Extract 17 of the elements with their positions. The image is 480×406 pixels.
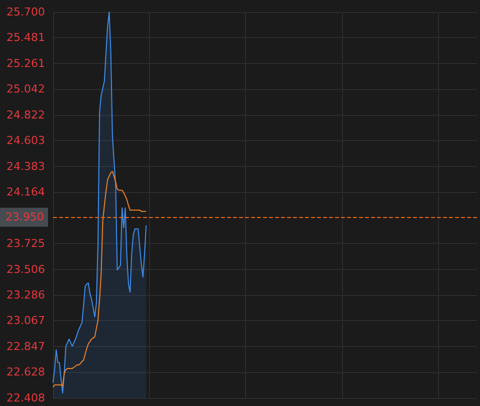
y-tick-label: 22.408	[6, 392, 45, 404]
y-tick-label: 23.286	[6, 288, 45, 302]
y-tick-label: 24.383	[6, 160, 45, 173]
y-tick-label: 23.725	[6, 237, 45, 250]
y-tick-label: 23.067	[6, 314, 45, 328]
y-tick-label: 22.847	[6, 340, 45, 354]
y-tick-label: 24.164	[6, 186, 45, 199]
y-tick-label: 25.042	[6, 82, 45, 96]
y-tick-label: 23.506	[6, 262, 45, 276]
y-tick-label: 25.700	[6, 6, 45, 18]
y-tick-label: 22.628	[6, 366, 45, 379]
y-tick-label: 25.481	[6, 31, 45, 44]
y-tick-label: 24.603	[6, 134, 45, 148]
y-tick-label: 25.261	[6, 56, 45, 70]
y-tick-label: 24.822	[6, 108, 45, 122]
line-series	[52, 170, 147, 388]
ref-line-label: 23.950	[6, 210, 44, 224]
